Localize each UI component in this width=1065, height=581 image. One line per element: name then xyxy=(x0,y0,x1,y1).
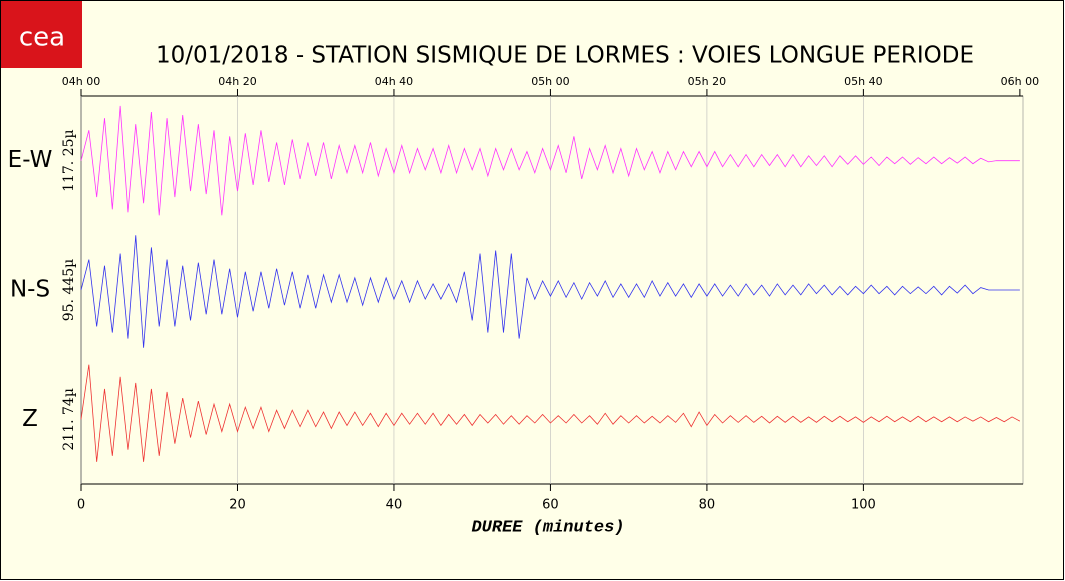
trace xyxy=(80,364,1021,462)
logo-box xyxy=(1,1,82,68)
x-tick-label: 0 xyxy=(77,498,85,513)
scale-label: 117. 25µ xyxy=(61,129,77,192)
channel-label: E-W xyxy=(8,147,53,173)
x-tick-label: 60 xyxy=(542,498,559,513)
logo: cea xyxy=(19,23,65,53)
top-tick-label: 05h 00 xyxy=(531,75,569,88)
x-axis-label: DUREE (minutes) xyxy=(471,518,624,537)
channel-label: N-S xyxy=(10,277,50,303)
top-tick-label: 04h 40 xyxy=(375,75,413,88)
top-tick-label: 04h 20 xyxy=(218,75,256,88)
x-tick-label: 40 xyxy=(386,498,403,513)
trace xyxy=(80,235,1020,348)
channel-label: Z xyxy=(22,406,38,432)
top-tick-label: 05h 20 xyxy=(688,75,726,88)
top-tick-label: 04h 00 xyxy=(62,75,100,88)
x-tick-label: 20 xyxy=(229,498,246,513)
x-tick-label: 100 xyxy=(851,498,876,513)
chart-title: 10/01/2018 - STATION SISMIQUE DE LORMES … xyxy=(156,43,974,69)
scale-label: 211. 74µ xyxy=(61,388,77,451)
top-tick-label: 06h 00 xyxy=(1001,75,1039,88)
trace xyxy=(80,105,1020,216)
top-tick-label: 05h 40 xyxy=(844,75,882,88)
scale-label: 95. 445µ xyxy=(61,259,77,322)
x-tick-label: 80 xyxy=(699,498,716,513)
